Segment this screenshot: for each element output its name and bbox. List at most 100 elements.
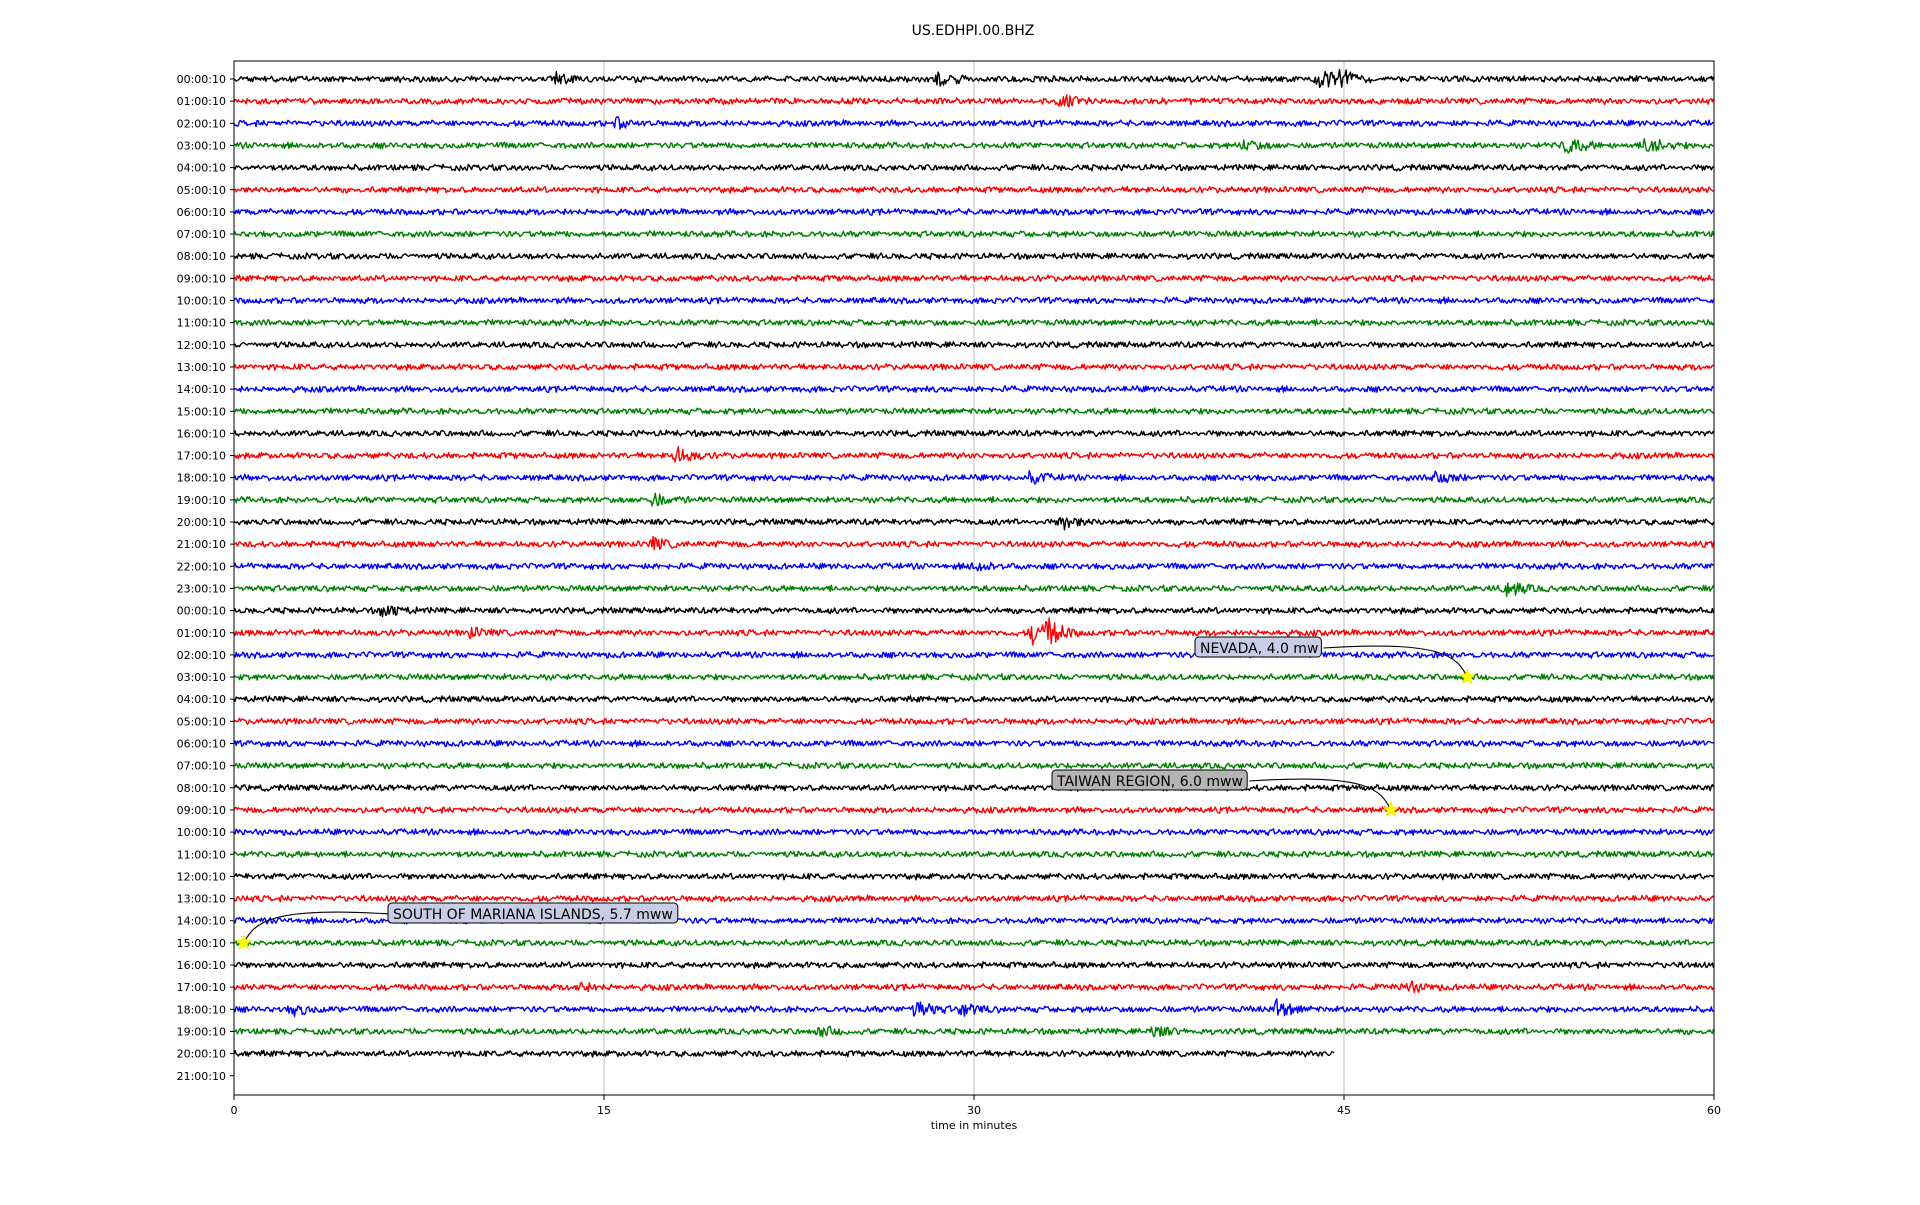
trace-row-41 (233, 980, 1715, 994)
trace-row-13 (233, 363, 1714, 371)
x-tick-label-15: 15 (597, 1104, 611, 1117)
event-connector-1 (1249, 778, 1392, 811)
trace-row-33 (233, 805, 1715, 814)
trace-row-12 (233, 340, 1714, 349)
trace-layer (233, 68, 1715, 1058)
event-label-1: TAIWAN REGION, 6.0 mww (1056, 774, 1243, 790)
row-label-30: 06:00:10 (177, 738, 226, 751)
x-tick-label-30: 30 (967, 1104, 981, 1117)
row-label-12: 12:00:10 (177, 339, 226, 352)
chart-title: US.EDHPI.00.BHZ (912, 23, 1035, 39)
row-label-0: 00:00:10 (177, 73, 226, 86)
x-axis-ticks: 0 15 30 45 60 (231, 1095, 1721, 1117)
trace-row-4 (233, 163, 1715, 172)
event-annotation-0: NEVADA, 4.0 mw (1194, 636, 1476, 685)
row-label-28: 04:00:10 (177, 693, 226, 706)
row-label-8: 08:00:10 (177, 250, 226, 263)
row-label-20: 20:00:10 (177, 516, 226, 529)
row-label-21: 21:00:10 (177, 538, 226, 551)
row-label-1: 01:00:10 (177, 95, 226, 108)
trace-row-0 (233, 68, 1715, 88)
event-annotation-2: SOUTH OF MARIANA ISLANDS, 5.7 mww (235, 902, 679, 950)
trace-row-17 (233, 445, 1715, 463)
trace-row-6 (233, 207, 1715, 216)
event-star-icon-1 (1382, 801, 1400, 818)
trace-row-24 (233, 605, 1715, 618)
trace-row-40 (233, 961, 1715, 970)
trace-row-19 (233, 492, 1715, 507)
trace-row-43 (233, 1025, 1715, 1038)
trace-row-36 (233, 872, 1715, 881)
event-box-1 (1051, 769, 1248, 791)
row-label-43: 19:00:10 (177, 1025, 226, 1038)
event-star-icon-2 (235, 933, 253, 950)
event-connector-2 (243, 911, 391, 944)
trace-row-21 (233, 535, 1715, 551)
row-label-22: 22:00:10 (177, 560, 226, 573)
trace-row-39 (234, 938, 1714, 947)
row-label-14: 14:00:10 (177, 383, 226, 396)
trace-row-10 (233, 296, 1715, 305)
row-label-34: 10:00:10 (177, 826, 226, 839)
trace-row-37 (233, 894, 1715, 903)
trace-row-16 (233, 429, 1715, 438)
row-label-11: 11:00:10 (177, 317, 226, 330)
event-box-0 (1194, 636, 1322, 658)
row-label-36: 12:00:10 (177, 870, 226, 883)
row-label-16: 16:00:10 (177, 427, 226, 440)
trace-row-30 (233, 739, 1714, 748)
row-label-39: 15:00:10 (177, 937, 226, 950)
trace-row-22 (233, 561, 1714, 572)
row-label-23: 23:00:10 (177, 582, 226, 595)
trace-row-25 (233, 617, 1715, 646)
trace-row-7 (233, 230, 1715, 238)
x-tick-label-45: 45 (1337, 1104, 1351, 1117)
x-tick-label-60: 60 (1707, 1104, 1721, 1117)
trace-row-18 (233, 470, 1715, 485)
row-label-13: 13:00:10 (177, 361, 226, 374)
row-label-27: 03:00:10 (177, 671, 226, 684)
row-label-31: 07:00:10 (177, 760, 226, 773)
trace-row-23 (233, 582, 1715, 597)
trace-row-5 (233, 185, 1714, 194)
row-label-37: 13:00:10 (177, 893, 226, 906)
row-label-layer: 00:00:10 01:00:10 02:00:10 03:00:10 04:00:10… (177, 73, 234, 1083)
row-label-6: 06:00:10 (177, 206, 226, 219)
row-label-25: 01:00:10 (177, 627, 226, 640)
row-label-3: 03:00:10 (177, 139, 226, 152)
row-label-19: 19:00:10 (177, 494, 226, 507)
row-label-7: 07:00:10 (177, 228, 226, 241)
row-label-15: 15:00:10 (177, 405, 226, 418)
trace-row-15 (233, 407, 1715, 416)
row-label-4: 04:00:10 (177, 162, 226, 175)
row-label-17: 17:00:10 (177, 450, 226, 463)
row-label-45: 21:00:10 (177, 1070, 226, 1083)
row-label-41: 17:00:10 (177, 981, 226, 994)
trace-row-8 (233, 252, 1715, 261)
trace-row-44 (233, 1049, 1335, 1058)
grid-layer (603, 61, 1345, 1095)
trace-row-20 (233, 517, 1715, 531)
trace-row-2 (233, 116, 1714, 130)
trace-row-28 (233, 695, 1714, 704)
x-tick-label-0: 0 (231, 1104, 238, 1117)
row-label-40: 16:00:10 (177, 959, 226, 972)
event-box-2 (387, 902, 679, 924)
event-annotation-1: TAIWAN REGION, 6.0 mww (1051, 769, 1400, 818)
trace-row-34 (233, 828, 1714, 836)
event-label-0: NEVADA, 4.0 mw (1200, 641, 1318, 657)
trace-row-31 (233, 761, 1714, 770)
annotation-layer: NEVADA, 4.0 mw TAIWAN REGION, 6.0 mww SOUT… (235, 636, 1476, 950)
row-label-35: 11:00:10 (177, 848, 226, 861)
row-label-26: 02:00:10 (177, 649, 226, 662)
trace-row-14 (233, 385, 1714, 394)
event-connector-0 (1323, 645, 1468, 678)
row-label-9: 09:00:10 (177, 272, 226, 285)
row-label-2: 02:00:10 (177, 117, 226, 130)
trace-row-42 (233, 998, 1714, 1017)
event-label-2: SOUTH OF MARIANA ISLANDS, 5.7 mww (393, 907, 673, 923)
event-star-icon-0 (1458, 668, 1476, 685)
row-label-32: 08:00:10 (177, 782, 226, 795)
trace-row-29 (233, 717, 1715, 726)
